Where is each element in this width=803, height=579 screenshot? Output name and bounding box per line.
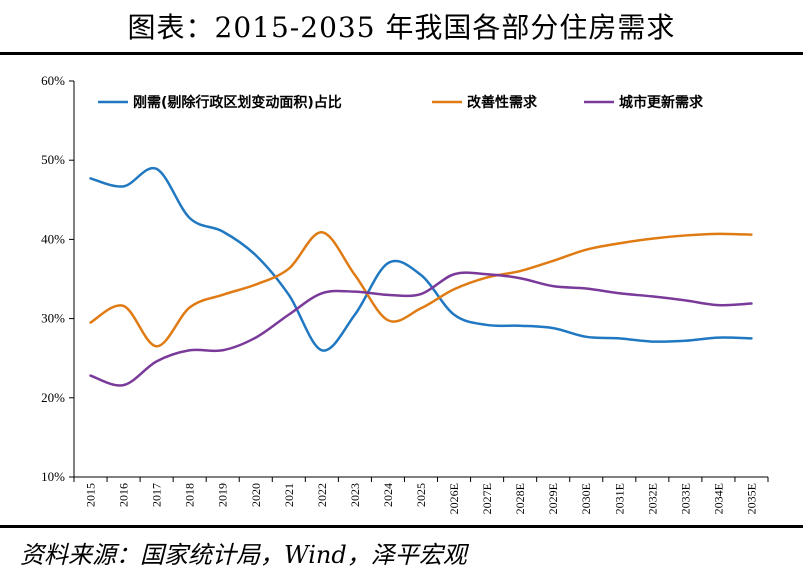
y-tick-label: 30% [41, 311, 65, 326]
x-tick-label: 2035E [744, 483, 758, 514]
legend-label: 城市更新需求 [619, 94, 704, 111]
bottom-rule [0, 525, 803, 528]
x-tick-label: 2020 [249, 483, 263, 507]
y-tick-label: 60% [41, 73, 65, 88]
series-line-improvement-demand [89, 231, 753, 348]
y-tick-label: 10% [41, 469, 65, 484]
x-tick-label: 2019 [216, 483, 230, 507]
top-rule [0, 52, 803, 55]
x-tick-label: 2034E [711, 483, 725, 514]
x-tick-label: 2016 [117, 483, 131, 507]
x-tick-label: 2030E [579, 483, 593, 514]
y-tick-label: 50% [41, 152, 65, 167]
chart-title: 图表：2015-2035 年我国各部分住房需求 [127, 11, 676, 44]
series-line-rigid-demand [89, 166, 753, 352]
x-tick-label: 2025 [414, 483, 428, 507]
source-note: 资料来源：国家统计局，Wind，泽平宏观 [20, 541, 467, 569]
legend-label: 改善性需求 [467, 94, 538, 111]
y-tick-label: 40% [41, 231, 65, 246]
y-tick-label: 20% [41, 390, 65, 405]
x-tick-label: 2023 [348, 483, 362, 507]
x-tick-label: 2026E [447, 483, 461, 514]
x-tick-label: 2022 [315, 483, 329, 507]
x-tick-label: 2015 [84, 483, 98, 507]
x-tick-label: 2031E [612, 483, 626, 514]
x-tick-label: 2028E [513, 483, 527, 514]
x-tick-label: 2032E [645, 483, 659, 514]
x-tick-label: 2021 [282, 483, 296, 507]
x-tick-label: 2033E [678, 483, 692, 514]
legend-label: 刚需(剔除行政区划变动面积)占比 [133, 94, 342, 111]
x-tick-label: 2027E [480, 483, 494, 514]
x-tick-label: 2029E [546, 483, 560, 514]
x-tick-label: 2024 [381, 483, 395, 507]
x-tick-label: 2018 [183, 483, 197, 507]
x-tick-label: 2017 [150, 483, 164, 507]
series-line-urban-renewal-demand [89, 271, 753, 387]
